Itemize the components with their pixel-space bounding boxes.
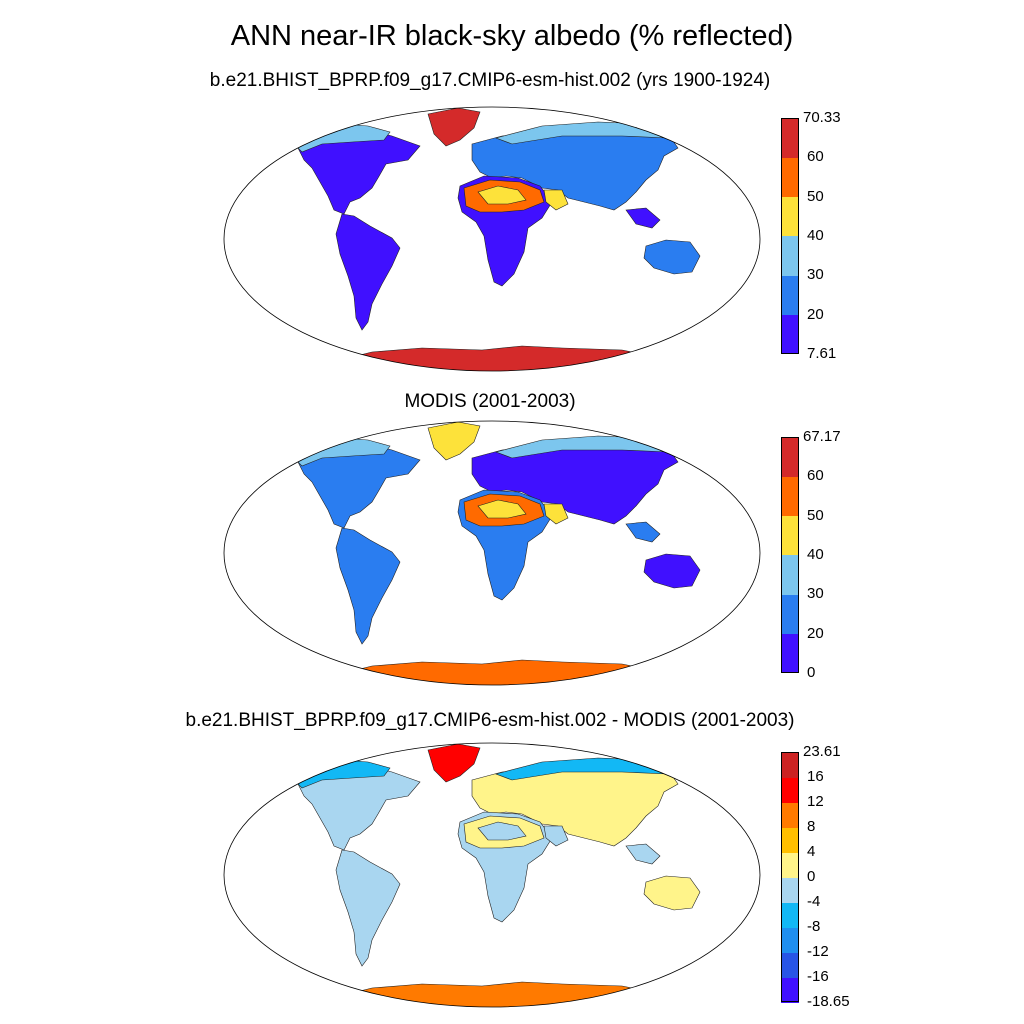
colorbar-swatch: [781, 852, 799, 878]
colorbar-label: 12: [807, 793, 824, 810]
colorbar-swatch: [781, 594, 799, 635]
colorbar-swatch: [781, 555, 799, 595]
colorbar-label: -18.65: [807, 993, 850, 1010]
land-region: [543, 503, 569, 525]
land-layer: [291, 743, 701, 1007]
colorbar-swatch: [781, 275, 799, 316]
panel-3-map: [223, 742, 761, 1008]
land-region: [335, 849, 401, 967]
panel-1-colorbar: 70.33 60 50 40 30 20 7.61: [781, 109, 861, 362]
colorbar-swatch: [781, 515, 799, 556]
land-region: [477, 185, 527, 205]
colorbar-label: 20: [807, 305, 824, 323]
land-region: [477, 821, 527, 841]
land-region: [331, 345, 669, 371]
colorbar-label: -8: [807, 918, 821, 935]
land-region: [427, 421, 481, 461]
map-border: [223, 420, 761, 686]
colorbar-label: 40: [807, 227, 824, 244]
colorbar-label: -16: [807, 968, 829, 985]
colorbar-label: -4: [807, 893, 821, 910]
land-region: [331, 981, 669, 1007]
colorbar-swatch: [781, 927, 799, 953]
land-region: [643, 239, 701, 275]
map-border: [223, 106, 761, 372]
colorbar-swatch: [781, 196, 799, 237]
colorbar-swatch: [781, 977, 799, 1003]
colorbar-swatch: [781, 877, 799, 903]
figure-title: ANN near-IR black-sky albedo (% reflecte…: [230, 20, 794, 52]
land-region: [643, 553, 701, 589]
colorbar-label: 50: [807, 506, 824, 524]
colorbar-label: 30: [807, 266, 824, 284]
land-region: [543, 189, 569, 211]
land-region: [331, 659, 669, 685]
panel-1-title: b.e21.BHIST_BPRP.f09_g17.CMIP6-esm-hist.…: [209, 70, 771, 91]
map-border: [223, 742, 761, 1008]
land-region: [335, 527, 401, 645]
colorbar-swatch: [781, 118, 799, 158]
colorbar-swatch: [781, 476, 799, 517]
colorbar-swatch: [781, 902, 799, 928]
colorbar-label: 23.61: [803, 743, 841, 760]
colorbar-label: 0: [807, 868, 816, 885]
panel-3-title: b.e21.BHIST_BPRP.f09_g17.CMIP6-esm-hist.…: [185, 710, 795, 731]
colorbar-swatch: [781, 752, 799, 778]
colorbar-label: 30: [807, 585, 824, 603]
colorbar-label: 40: [807, 546, 824, 563]
colorbar-swatch: [781, 777, 799, 803]
colorbar-frame: [781, 437, 799, 673]
colorbar-swatch: [781, 437, 799, 477]
colorbar-swatch: [781, 633, 799, 674]
colorbar-swatch: [781, 827, 799, 853]
colorbar-swatch: [781, 952, 799, 978]
land-region: [477, 499, 527, 519]
land-region: [625, 207, 661, 229]
land-region: [643, 875, 701, 911]
land-layer: [291, 107, 701, 371]
colorbar-label: -12: [807, 943, 829, 960]
colorbar-label: 20: [807, 624, 824, 642]
colorbar-label: 16: [807, 768, 824, 785]
land-layer: [291, 421, 701, 685]
land-region: [427, 743, 481, 783]
colorbar-label: 8: [807, 818, 816, 835]
colorbar-swatch: [781, 802, 799, 828]
colorbar-label: 4: [807, 843, 816, 860]
land-region: [625, 521, 661, 543]
colorbar-label: 7.61: [807, 345, 837, 362]
colorbar-label: 67.17: [803, 428, 841, 445]
colorbar-label: 70.33: [803, 109, 841, 126]
panel-2-map: [223, 420, 761, 686]
panel-3-colorbar: 23.61 16 12 8 4 0 -4 -8 -12 -16 -18.65: [781, 743, 861, 1010]
land-region: [427, 107, 481, 147]
colorbar-label: 50: [807, 187, 824, 205]
colorbar-label: 60: [807, 148, 824, 166]
colorbar-swatch: [781, 157, 799, 198]
colorbar-frame: [781, 118, 799, 354]
colorbar-frame: [781, 752, 799, 1002]
panel-1-map: [223, 106, 761, 372]
panel-2-colorbar: 67.17 60 50 40 30 20 0: [781, 428, 861, 681]
land-region: [625, 843, 661, 865]
colorbar-label: 0: [807, 664, 816, 681]
colorbar-swatch: [781, 314, 799, 355]
land-region: [543, 825, 569, 847]
colorbar-swatch: [781, 236, 799, 276]
colorbar-label: 60: [807, 467, 824, 485]
panel-2-title: MODIS (2001-2003): [404, 391, 576, 412]
land-region: [335, 213, 401, 331]
